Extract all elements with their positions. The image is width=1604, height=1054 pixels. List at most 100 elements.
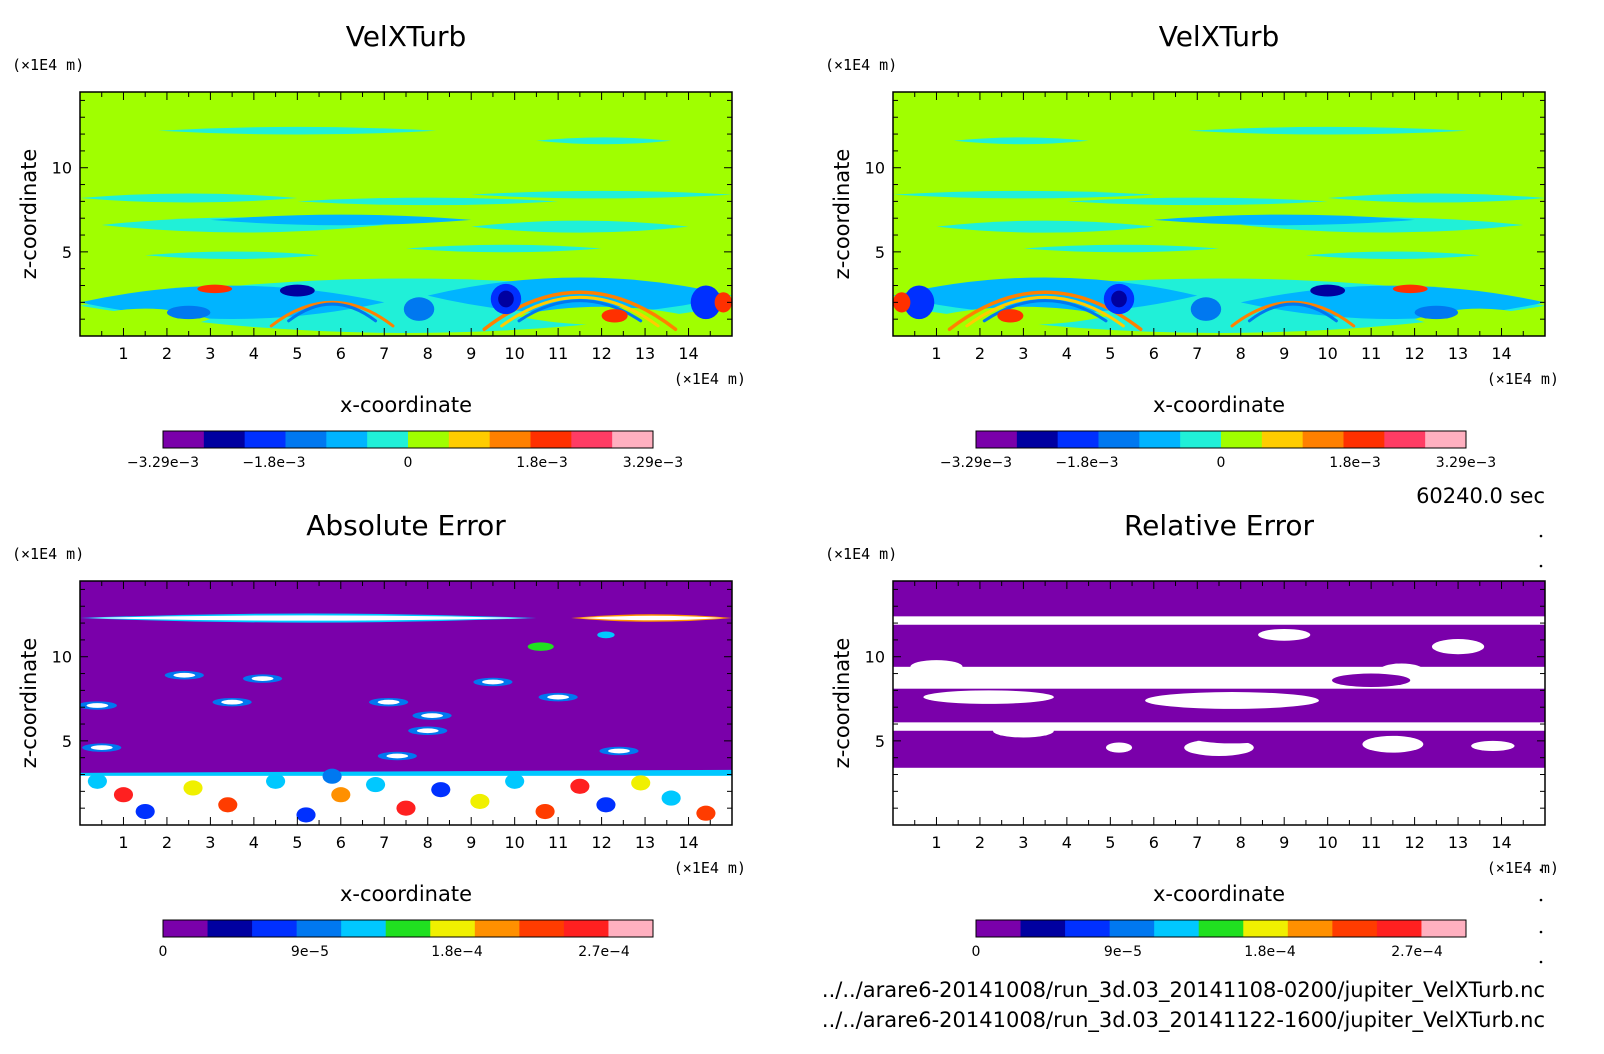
colorbar-tick-label: −1.8e−3 (242, 455, 305, 471)
colorbar-swatch (530, 431, 572, 448)
field-arc (517, 299, 643, 323)
x-tick-label: 5 (292, 344, 302, 363)
x-tick-label: 2 (162, 344, 172, 363)
field-blob (366, 777, 386, 793)
x-tick-label: 2 (975, 833, 985, 852)
x-tick-label: 14 (1491, 344, 1511, 363)
colorbar-tick-label: 9e−5 (291, 944, 329, 960)
stray-dot (1539, 868, 1543, 872)
x-tick-label: 3 (1018, 344, 1028, 363)
field-band (88, 615, 528, 621)
field-band (80, 193, 298, 203)
x-tick-label: 13 (635, 344, 655, 363)
field-blob (421, 713, 443, 718)
field-blob (90, 745, 113, 750)
colorbar-tick-label: 3.29e−3 (623, 455, 683, 471)
field-blob (266, 773, 286, 789)
colorbar-swatch (1261, 431, 1304, 448)
field-band (210, 214, 472, 226)
field-band (145, 251, 320, 260)
x-tick-label: 6 (1149, 833, 1159, 852)
x-tick-label: 9 (466, 833, 476, 852)
field-blob (87, 773, 107, 789)
colorbar-swatch (1425, 431, 1467, 448)
colorbar-tick-label: 0 (972, 944, 981, 960)
field-blob (601, 309, 628, 323)
x-tick-label: 1 (118, 833, 128, 852)
x-tick-label: 10 (504, 833, 524, 852)
colorbar-swatch (571, 431, 613, 448)
field-blob (992, 724, 1054, 738)
colorbar-swatch (1221, 431, 1263, 448)
field-blob (910, 660, 963, 674)
colorbar-tick-label: 1.8e−3 (1329, 455, 1381, 471)
x-tick-label: 1 (118, 344, 128, 363)
field-blob (1362, 735, 1424, 753)
field-band (893, 581, 1545, 617)
x-tick-label: 5 (1105, 833, 1115, 852)
x-unit-label: (×1E4 m) (1487, 859, 1559, 877)
colorbar-swatch (1332, 920, 1378, 937)
field-blob (377, 699, 400, 705)
colorbar-frame (975, 919, 1467, 938)
y-unit-label: (×1E4 m) (825, 545, 897, 563)
field-band (471, 220, 689, 233)
colorbar-swatch (1376, 920, 1422, 937)
x-tick-label: 10 (504, 344, 524, 363)
field-blob (597, 631, 615, 639)
field-blob (527, 642, 554, 651)
colorbar-swatch (285, 431, 327, 448)
panel-title: VelXTurb (1159, 20, 1280, 53)
field-band (936, 220, 1154, 233)
y-unit-label: (×1E4 m) (12, 56, 84, 74)
field-blob (696, 805, 716, 821)
field-arc (982, 299, 1108, 323)
colorbar-swatch (367, 431, 409, 448)
colorbar-swatch (341, 920, 387, 937)
x-unit-label: (×1E4 m) (1487, 370, 1559, 388)
x-tick-label: 8 (423, 833, 433, 852)
field-blob (431, 782, 451, 798)
field-blob (1111, 290, 1127, 308)
colorbar-tick-label: −3.29e−3 (940, 455, 1012, 471)
y-tick-label: 5 (875, 243, 885, 262)
x-tick-label: 12 (1404, 833, 1424, 852)
x-tick-label: 12 (591, 344, 611, 363)
field-band (893, 190, 1154, 199)
field-arc (1247, 302, 1338, 323)
field-blob (218, 797, 238, 813)
field-blob (173, 672, 196, 678)
field-band (579, 615, 724, 621)
x-tick-label: 9 (1279, 833, 1289, 852)
x-tick-label: 14 (678, 344, 698, 363)
colorbar-swatch (203, 431, 246, 448)
colorbar-swatch (563, 920, 609, 937)
x-tick-label: 5 (292, 833, 302, 852)
field-blob (386, 753, 409, 759)
colorbar-swatch (1384, 431, 1426, 448)
y-tick-label: 10 (865, 648, 885, 667)
x-tick-label: 6 (336, 344, 346, 363)
colorbar-swatch (385, 920, 431, 937)
field-blob (1471, 740, 1515, 751)
heatmap-panel-2 (80, 581, 732, 825)
field-blob (470, 793, 490, 810)
field-blob (166, 305, 211, 320)
field-band (471, 190, 732, 199)
field-band (1327, 193, 1545, 203)
field-blob (279, 284, 315, 297)
field-blob (570, 778, 590, 794)
field-blob (1145, 692, 1319, 709)
x-tick-label: 6 (1149, 344, 1159, 363)
x-axis-label: x-coordinate (340, 882, 472, 906)
x-tick-label: 7 (1192, 344, 1202, 363)
field-band (1188, 126, 1467, 135)
x-tick-label: 4 (1062, 344, 1072, 363)
field-band (1305, 251, 1480, 260)
colorbar-tick-label: 3.29e−3 (1436, 455, 1496, 471)
colorbar-swatch (163, 431, 205, 448)
y-tick-label: 5 (62, 243, 72, 262)
colorbar-swatch (612, 431, 654, 448)
field-blob (631, 775, 651, 791)
colorbar-swatch (296, 920, 342, 937)
